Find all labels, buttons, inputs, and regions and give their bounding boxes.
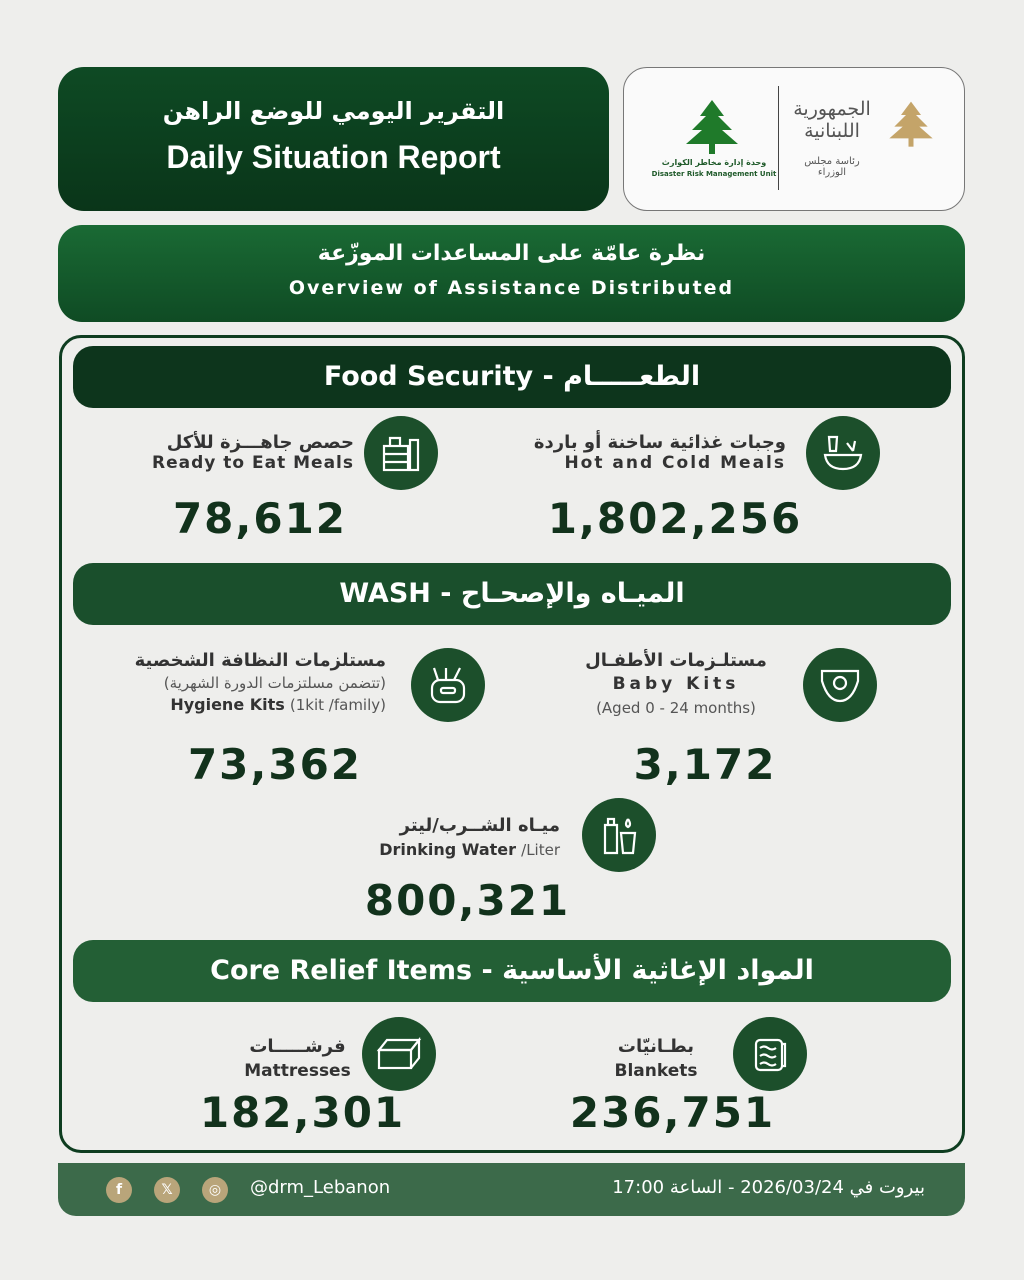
content-frame — [59, 335, 965, 1153]
ready-meals-label-ar: حصص جاهـــزة للأكل — [166, 432, 354, 453]
ready-meal-icon — [364, 416, 438, 490]
drm-logo-text-en: Disaster Risk Management Unit — [651, 170, 777, 178]
baby-kits-label-ar: مستلـزمات الأطفـال — [585, 650, 767, 671]
drinking-water-value: 800,321 — [364, 876, 571, 925]
drinking-water-label-en: Drinking Water — [379, 840, 517, 859]
report-title-banner: التقرير اليومي للوضع الراهن Daily Situat… — [58, 67, 609, 211]
mattress-icon — [362, 1017, 436, 1091]
baby-kits-label: مستلـزمات الأطفـال Baby Kits (Aged 0 - 2… — [560, 650, 792, 717]
footer-bar: f 𝕏 ◎ @drm_Lebanon بيروت في 2026/03/24 -… — [58, 1163, 965, 1216]
instagram-icon[interactable]: ◎ — [202, 1177, 228, 1203]
mattresses-label-en: Mattresses — [244, 1061, 351, 1081]
hygiene-kits-label: مستلزمات النظافة الشخصية (تتضمن مسلتزمات… — [120, 650, 386, 714]
social-handle[interactable]: @drm_Lebanon — [250, 1177, 391, 1198]
hygiene-kit-icon — [411, 648, 485, 722]
x-icon[interactable]: 𝕏 — [154, 1177, 180, 1203]
drm-cedar-logo-icon — [686, 100, 738, 154]
pcm-logo-text: رئاسة مجلس الوزراء — [804, 156, 860, 178]
baby-kits-value: 3,172 — [633, 740, 777, 789]
blankets-label-en: Blankets — [614, 1061, 698, 1081]
mattresses-label-ar: فرشـــــات — [249, 1036, 346, 1057]
section-wash: WASH - الميـاه والإصحـاح — [73, 563, 951, 625]
title-arabic: التقرير اليومي للوضع الراهن — [162, 97, 505, 125]
hygiene-kits-label-en: Hygiene Kits — [170, 695, 285, 714]
overview-title-en: Overview of Assistance Distributed — [288, 277, 735, 299]
overview-title-ar: نظرة عامّة على المساعدات الموزّعة — [317, 241, 706, 266]
drinking-water-unit: /Liter — [521, 841, 560, 859]
logos-panel: وحدة إدارة مخاطر الكوارث Disaster Risk M… — [623, 67, 965, 211]
blanket-icon — [733, 1017, 807, 1091]
mattresses-label: فرشـــــات Mattresses — [235, 1036, 360, 1081]
hot-meal-icon — [806, 416, 880, 490]
water-bottle-icon — [582, 798, 656, 872]
overview-banner: نظرة عامّة على المساعدات الموزّعة Overvi… — [58, 225, 965, 322]
hygiene-kits-note: (1kit /family) — [289, 696, 386, 714]
hygiene-kits-value: 73,362 — [187, 740, 363, 789]
footer-date-time: بيروت في 2026/03/24 - الساعة 17:00 — [612, 1177, 925, 1198]
drinking-water-label: ميـاه الشــرب/ليتر Drinking Water /Liter — [330, 815, 560, 859]
logo-divider — [778, 86, 779, 190]
blankets-label: بطـانيّات Blankets — [600, 1036, 712, 1081]
blankets-label-ar: بطـانيّات — [617, 1036, 695, 1057]
drinking-water-label-ar: ميـاه الشــرب/ليتر — [399, 815, 560, 836]
diaper-icon — [803, 648, 877, 722]
baby-kits-label-en: Baby Kits — [612, 674, 740, 694]
mattresses-value: 182,301 — [199, 1088, 406, 1137]
blankets-value: 236,751 — [569, 1088, 776, 1137]
republic-logo-text: الجمهورية اللبنانية — [793, 98, 871, 142]
ready-meals-label: حصص جاهـــزة للأكل Ready to Eat Meals — [100, 432, 354, 473]
gold-cedar-logo-icon — [889, 101, 933, 147]
drinking-water-label-en-row: Drinking Water /Liter — [330, 840, 560, 859]
title-english: Daily Situation Report — [166, 139, 501, 175]
hot-meals-label-ar: وجبات غذائية ساخنة أو باردة — [533, 432, 786, 453]
hot-meals-label: وجبات غذائية ساخنة أو باردة Hot and Cold… — [500, 432, 786, 473]
drm-logo-text-ar: وحدة إدارة مخاطر الكوارث — [661, 158, 767, 167]
hygiene-kits-note-ar: (تتضمن مسلتزمات الدورة الشهرية) — [163, 674, 386, 692]
section-core-relief-items: Core Relief Items - المواد الإغاثية الأس… — [73, 940, 951, 1002]
baby-kits-note: (Aged 0 - 24 months) — [596, 699, 756, 717]
hot-meals-label-en: Hot and Cold Meals — [564, 453, 786, 473]
hot-meals-value: 1,802,256 — [547, 494, 803, 543]
ready-meals-label-en: Ready to Eat Meals — [152, 453, 354, 473]
facebook-icon[interactable]: f — [106, 1177, 132, 1203]
hygiene-kits-label-ar: مستلزمات النظافة الشخصية — [134, 650, 386, 671]
ready-meals-value: 78,612 — [172, 494, 348, 543]
section-food-security: Food Security - الطعـــــام — [73, 346, 951, 408]
hygiene-kits-label-en-row: Hygiene Kits (1kit /family) — [120, 695, 386, 714]
